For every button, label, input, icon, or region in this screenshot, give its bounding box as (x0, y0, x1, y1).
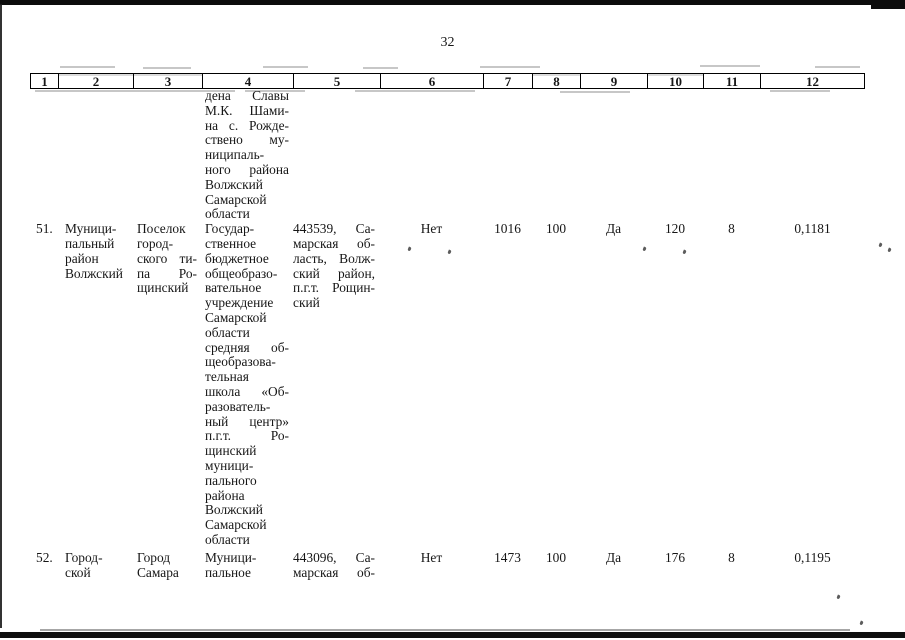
column-header-3: 3 (133, 73, 202, 89)
column-header-6: 6 (380, 73, 483, 89)
column-header-10: 10 (647, 73, 703, 89)
cell-settlement: Город Самара (137, 549, 179, 580)
column-header-1: 1 (30, 73, 58, 89)
column-header-5: 5 (293, 73, 380, 89)
cell-col9: Да (605, 549, 622, 565)
scan-speck (859, 620, 864, 626)
cell-organization-continued: дена Славы М.К. Шами- на с. Рожде- ствен… (205, 88, 289, 222)
cell-row-number: 52. (36, 549, 53, 565)
scan-edge-top (0, 0, 905, 5)
scan-speck (878, 242, 883, 248)
cell-organization: Государ- ственное бюджетное общеобразо- … (205, 221, 289, 547)
cell-col8: 100 (545, 221, 567, 237)
cell-col11: 8 (728, 221, 735, 237)
scan-streak (560, 91, 630, 93)
cell-col6: Нет (420, 221, 443, 237)
table-row-50-continuation: дена Славы М.К. Шами- на с. Рожде- ствен… (30, 88, 865, 222)
table-header-row: 1 2 3 4 5 6 7 8 9 10 11 12 (30, 73, 865, 89)
cell-address: 443096, Са- марская об- (293, 549, 375, 580)
scan-streak (35, 90, 235, 92)
scan-streak (363, 67, 398, 69)
column-header-9: 9 (580, 73, 647, 89)
cell-col10: 120 (664, 221, 686, 237)
scan-streak (60, 66, 115, 68)
data-table: 1 2 3 4 5 6 7 8 9 10 11 12 дена Славы М.… (30, 73, 865, 580)
cell-row-number: 51. (36, 221, 53, 237)
scan-streak (245, 90, 305, 92)
scan-streak (815, 66, 860, 68)
cell-col8: 100 (545, 549, 567, 565)
scan-corner-top-right (871, 0, 905, 9)
scan-streak (143, 67, 191, 69)
column-header-12: 12 (760, 73, 865, 89)
cell-organization: Муници- пальное (205, 549, 257, 580)
scan-speck (887, 247, 892, 253)
column-header-4: 4 (202, 73, 293, 89)
scan-streak (263, 66, 308, 68)
cell-col7: 1016 (494, 221, 521, 237)
cell-col11: 8 (728, 549, 735, 565)
column-header-7: 7 (483, 73, 532, 89)
column-header-8: 8 (532, 73, 580, 89)
table-row-52: 52. Город- ской Город Самара Муници- пал… (30, 549, 865, 581)
scan-streak (770, 90, 830, 92)
cell-col6: Нет (420, 549, 443, 565)
column-header-11: 11 (703, 73, 760, 89)
scan-edge-bottom (0, 632, 905, 638)
scan-speck (836, 594, 841, 600)
cell-col7: 1473 (494, 549, 521, 565)
scan-streak (355, 90, 475, 92)
scan-streak (480, 66, 540, 68)
cell-municipality: Муници- пальный район Волжский (65, 221, 123, 281)
page-number: 32 (440, 35, 455, 50)
cell-col12: 0,1181 (794, 221, 831, 237)
cell-municipality: Город- ской (65, 549, 103, 580)
column-header-2: 2 (58, 73, 133, 89)
scan-streak (700, 65, 760, 67)
scan-edge-left (0, 4, 2, 628)
cell-settlement: Поселок город- ского ти- па Ро- щинский (137, 221, 197, 296)
table-row-51: 51. Муници- пальный район Волжский Посел… (30, 221, 865, 548)
cell-col9: Да (605, 221, 622, 237)
cell-col12: 0,1195 (794, 549, 831, 565)
scan-edge-bottom-shade (40, 629, 850, 631)
cell-col10: 176 (664, 549, 686, 565)
cell-address: 443539, Са- марская об- ласть, Волж- ски… (293, 221, 375, 311)
